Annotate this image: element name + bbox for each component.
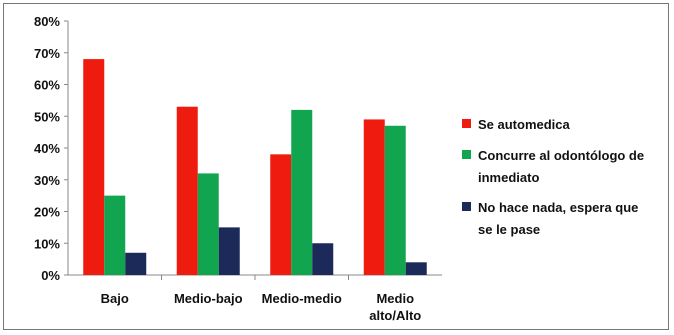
y-tick-label: 80% (34, 14, 60, 29)
bar (363, 119, 385, 275)
legend-label: No hace nada, espera que (478, 200, 638, 215)
y-tick-label: 40% (34, 141, 60, 156)
bar (291, 109, 313, 276)
bar (405, 262, 427, 275)
bar (270, 154, 292, 275)
x-tick-label: Medio (376, 291, 414, 306)
y-tick-label: 30% (34, 173, 60, 188)
legend-label: Se automedica (478, 117, 571, 132)
x-tick-label: Medio-bajo (174, 291, 243, 306)
legend-swatch (462, 119, 471, 128)
bar (83, 59, 105, 275)
legend-label: Concurre al odontólogo de (478, 148, 644, 163)
bar (197, 173, 219, 275)
y-tick-label: 70% (34, 46, 60, 61)
legend-label: inmediato (478, 170, 539, 185)
y-tick-label: 0% (41, 268, 60, 283)
y-tick-label: 10% (34, 236, 60, 251)
bar (104, 195, 126, 275)
legend-swatch (462, 150, 471, 159)
bar (312, 243, 334, 275)
legend-swatch (462, 202, 471, 211)
x-tick-label: alto/Alto (369, 308, 421, 323)
bar (176, 106, 198, 275)
x-tick-label: Bajo (101, 291, 129, 306)
bar (125, 252, 147, 275)
y-tick-label: 20% (34, 205, 60, 220)
bar (384, 125, 406, 276)
y-tick-label: 50% (34, 109, 60, 124)
x-tick-label: Medio-medio (262, 291, 342, 306)
y-tick-label: 60% (34, 78, 60, 93)
bar (218, 227, 240, 275)
legend-label: se le pase (478, 222, 540, 237)
